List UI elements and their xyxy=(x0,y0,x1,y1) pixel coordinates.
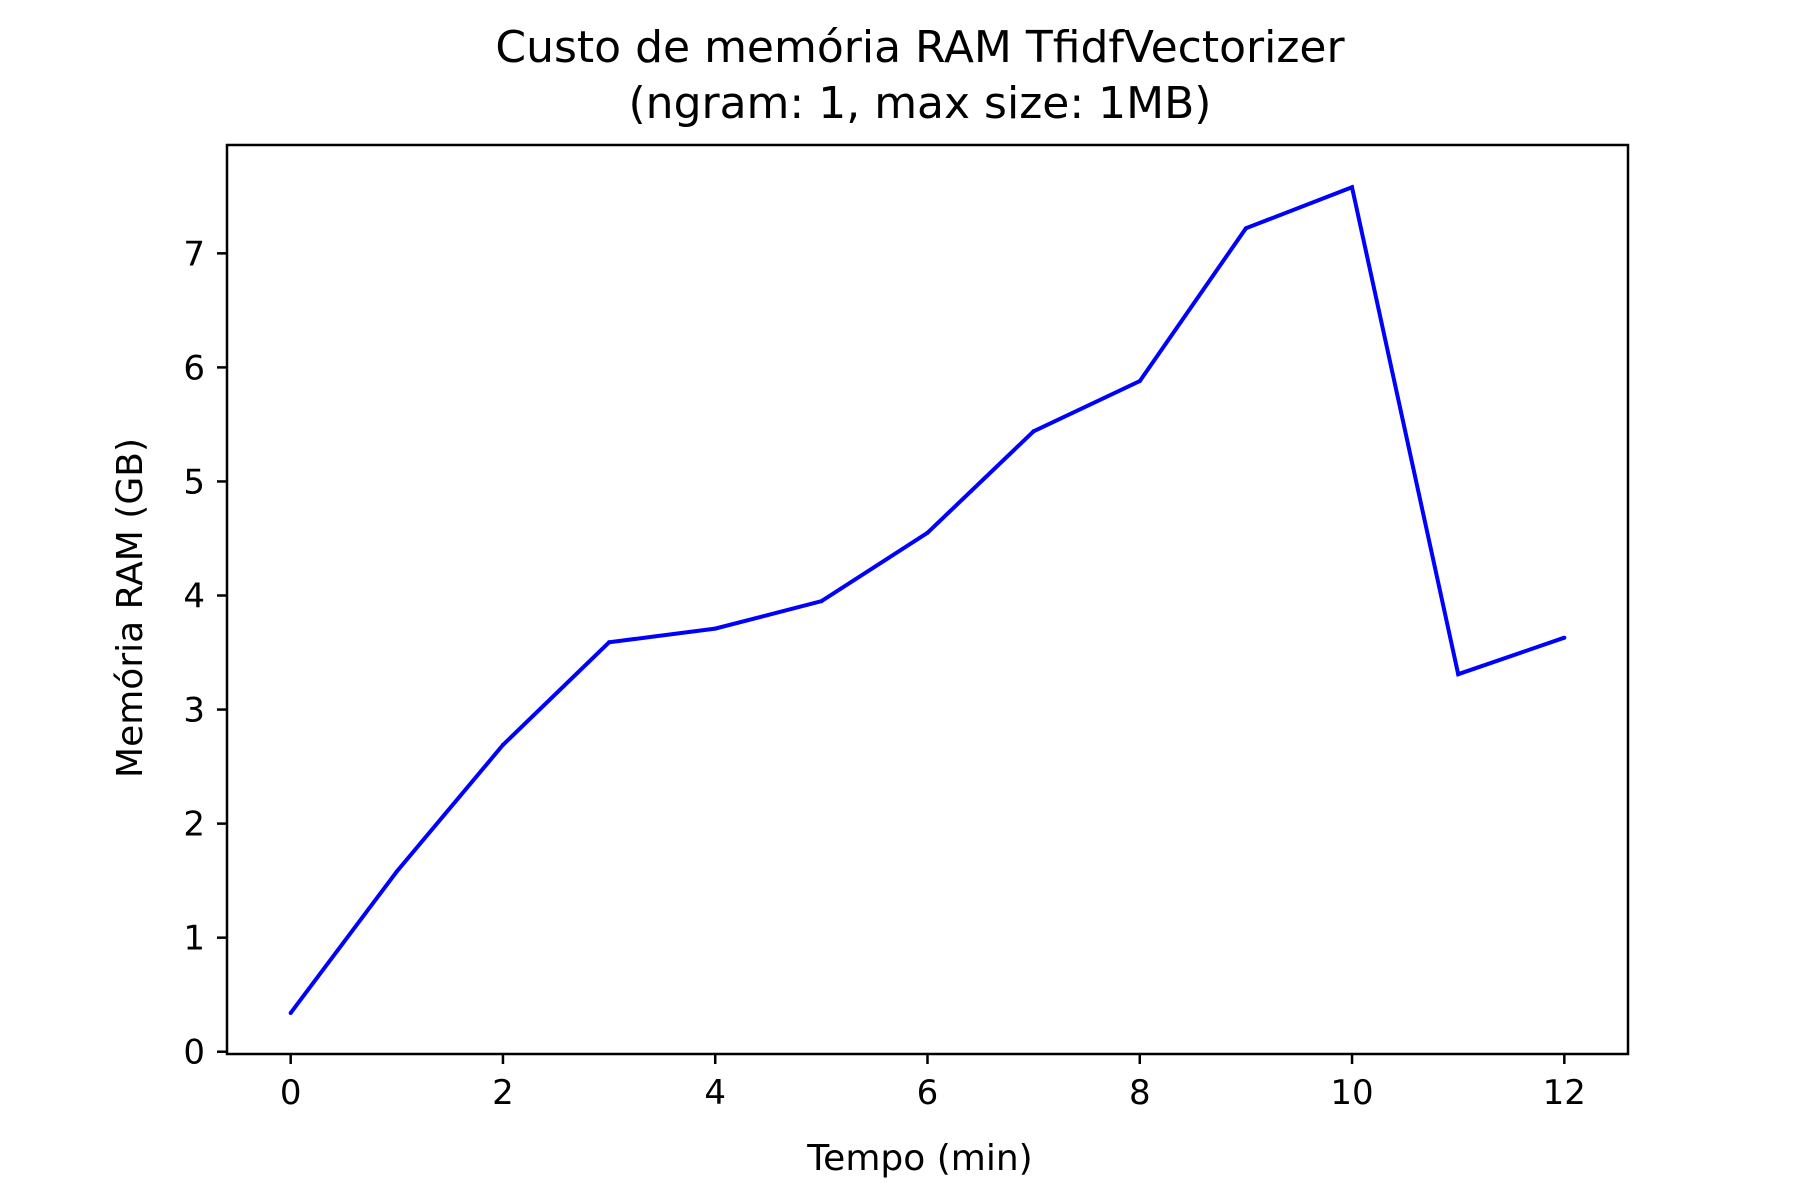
data-point xyxy=(500,742,505,747)
x-tick-label: 6 xyxy=(917,1073,939,1113)
x-axis: 0 2 4 6 8 10 12 xyxy=(280,1054,1586,1113)
chart-subtitle: (ngram: 1, max size: 1MB) xyxy=(629,78,1212,129)
x-tick-label: 12 xyxy=(1543,1073,1586,1113)
data-point xyxy=(394,869,399,874)
x-tick-label: 8 xyxy=(1129,1073,1151,1113)
x-tick-label: 2 xyxy=(492,1073,514,1113)
x-axis-label: Tempo (min) xyxy=(806,1138,1032,1179)
chart-title: Custo de memória RAM TfidfVectorizer xyxy=(495,22,1345,73)
data-point xyxy=(607,640,612,645)
y-tick-label: 6 xyxy=(183,348,205,388)
series-line xyxy=(289,184,1565,1015)
y-tick-label: 7 xyxy=(183,234,205,274)
y-tick-label: 2 xyxy=(183,805,205,845)
data-point xyxy=(819,599,824,604)
data-point xyxy=(713,626,718,631)
data-point xyxy=(1031,429,1036,434)
plot-frame xyxy=(225,143,1630,1056)
x-tick-label: 0 xyxy=(280,1073,302,1113)
x-tick-label: 4 xyxy=(704,1073,726,1113)
data-point xyxy=(925,530,930,535)
data-point xyxy=(288,1010,293,1015)
y-axis: 0 1 2 3 4 5 6 7 xyxy=(183,234,227,1073)
data-point xyxy=(1456,672,1461,677)
data-point xyxy=(1243,226,1248,231)
data-point xyxy=(1562,635,1567,640)
data-point xyxy=(1350,185,1355,190)
y-tick-label: 3 xyxy=(183,691,205,731)
y-tick-label: 1 xyxy=(183,919,205,959)
y-axis-label: Memória RAM (GB) xyxy=(110,438,151,778)
data-point xyxy=(1137,379,1142,384)
y-tick-label: 5 xyxy=(183,462,205,502)
y-tick-label: 4 xyxy=(183,577,205,617)
y-tick-label: 0 xyxy=(183,1033,205,1073)
plot-series xyxy=(288,184,1567,1015)
x-tick-label: 10 xyxy=(1330,1073,1373,1113)
